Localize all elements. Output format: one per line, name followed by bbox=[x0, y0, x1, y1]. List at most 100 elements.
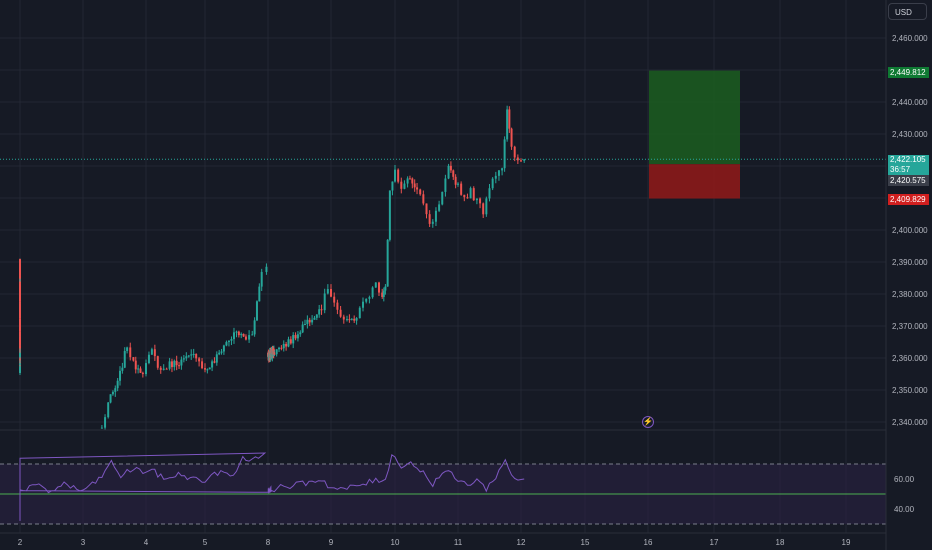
time-tick-label: 3 bbox=[81, 538, 86, 547]
candle-body bbox=[175, 360, 178, 366]
candle-body bbox=[400, 181, 403, 189]
candle-body bbox=[244, 336, 247, 340]
time-tick-label: 10 bbox=[391, 538, 400, 547]
candle-body bbox=[215, 354, 218, 363]
candle-body bbox=[198, 358, 201, 362]
candle-body bbox=[333, 296, 336, 303]
candle-body bbox=[294, 335, 297, 339]
candle-body bbox=[413, 183, 416, 188]
candle-body bbox=[296, 334, 299, 339]
candle-body bbox=[285, 343, 288, 347]
candle-body bbox=[510, 128, 513, 147]
candle-body bbox=[394, 169, 396, 182]
candle-body bbox=[466, 197, 469, 199]
candle-body bbox=[406, 178, 409, 184]
candle-body bbox=[339, 309, 342, 317]
candle-body bbox=[190, 354, 193, 356]
candle-body bbox=[438, 204, 441, 211]
lightning-icon[interactable]: ⚡ bbox=[642, 416, 654, 428]
candle-body bbox=[282, 343, 285, 349]
candle-body bbox=[173, 360, 176, 368]
candle-body bbox=[132, 357, 135, 361]
stop-price-tag: 2,409.829 bbox=[888, 194, 929, 205]
candle-body bbox=[182, 358, 185, 360]
candle-body bbox=[503, 139, 506, 169]
candle-body bbox=[485, 198, 488, 215]
candle-body bbox=[162, 368, 165, 370]
candle-body bbox=[371, 287, 374, 298]
candle-body bbox=[434, 210, 437, 222]
candle-body bbox=[342, 316, 345, 320]
bar-countdown-label: 36:57 bbox=[890, 164, 911, 174]
candle-body bbox=[523, 159, 526, 161]
stop-zone bbox=[649, 164, 740, 199]
candle-body bbox=[109, 394, 112, 403]
grid bbox=[0, 0, 886, 533]
candle-body bbox=[258, 286, 261, 302]
candle-body bbox=[506, 109, 509, 140]
candle-body bbox=[211, 361, 214, 368]
candle-body bbox=[386, 239, 389, 287]
candle-body bbox=[482, 203, 485, 215]
candle-body bbox=[225, 342, 228, 346]
candle-body bbox=[255, 301, 258, 321]
candle-body bbox=[378, 282, 380, 293]
candle-body bbox=[180, 359, 183, 366]
candle-body bbox=[141, 372, 144, 375]
time-tick-label: 15 bbox=[581, 538, 590, 547]
entry-price-tag: 2,420.575 bbox=[888, 175, 929, 186]
candle-body bbox=[501, 168, 504, 171]
price-tick-label: 2,370.000 bbox=[892, 322, 928, 331]
candle-body bbox=[195, 354, 198, 359]
candle-body bbox=[301, 324, 304, 333]
candle-body bbox=[114, 388, 117, 392]
candle-body bbox=[520, 160, 522, 162]
candle-body bbox=[147, 354, 150, 364]
currency-selector[interactable]: USD bbox=[888, 3, 927, 20]
candle-body bbox=[336, 302, 339, 310]
candle-body bbox=[348, 319, 351, 321]
candle-body bbox=[411, 178, 414, 184]
candle-body bbox=[19, 290, 21, 302]
price-tick-label: 2,380.000 bbox=[892, 290, 928, 299]
candle-body bbox=[469, 188, 472, 199]
candle-body bbox=[497, 170, 500, 176]
candle-body bbox=[311, 319, 314, 323]
time-tick-label: 12 bbox=[517, 538, 526, 547]
candle-body bbox=[280, 347, 283, 349]
candle-body bbox=[353, 318, 356, 321]
candle-body bbox=[346, 319, 348, 321]
candle-body bbox=[350, 318, 353, 320]
candle-body bbox=[206, 369, 209, 371]
candle-body bbox=[201, 361, 204, 369]
time-tick-label: 19 bbox=[842, 538, 851, 547]
candle-body bbox=[150, 349, 153, 355]
time-tick-label: 18 bbox=[776, 538, 785, 547]
candle-body bbox=[260, 271, 263, 287]
rsi-tick-label: 60.00 bbox=[894, 475, 915, 484]
candle-body bbox=[320, 309, 323, 311]
candle-body bbox=[362, 301, 364, 308]
candle-body bbox=[368, 297, 371, 299]
rsi-tick-label: 40.00 bbox=[894, 505, 915, 514]
candle-body bbox=[460, 183, 463, 195]
candle-body bbox=[104, 417, 107, 428]
candle-body bbox=[235, 331, 238, 333]
target-price-tag: 2,449.812 bbox=[888, 67, 929, 78]
candle-body bbox=[508, 109, 511, 129]
candle-body bbox=[472, 188, 475, 201]
candle-body bbox=[516, 157, 519, 161]
candle-body bbox=[475, 198, 478, 201]
candle-body bbox=[391, 181, 394, 191]
candle-body bbox=[388, 190, 391, 240]
candle-body bbox=[431, 221, 434, 224]
candle-body bbox=[187, 355, 190, 357]
candle-body bbox=[170, 361, 173, 368]
time-tick-label: 17 bbox=[710, 538, 719, 547]
candle-body bbox=[299, 332, 302, 335]
candle-body bbox=[384, 286, 387, 291]
price-tick-label: 2,400.000 bbox=[892, 226, 928, 235]
candle-body bbox=[126, 347, 129, 351]
